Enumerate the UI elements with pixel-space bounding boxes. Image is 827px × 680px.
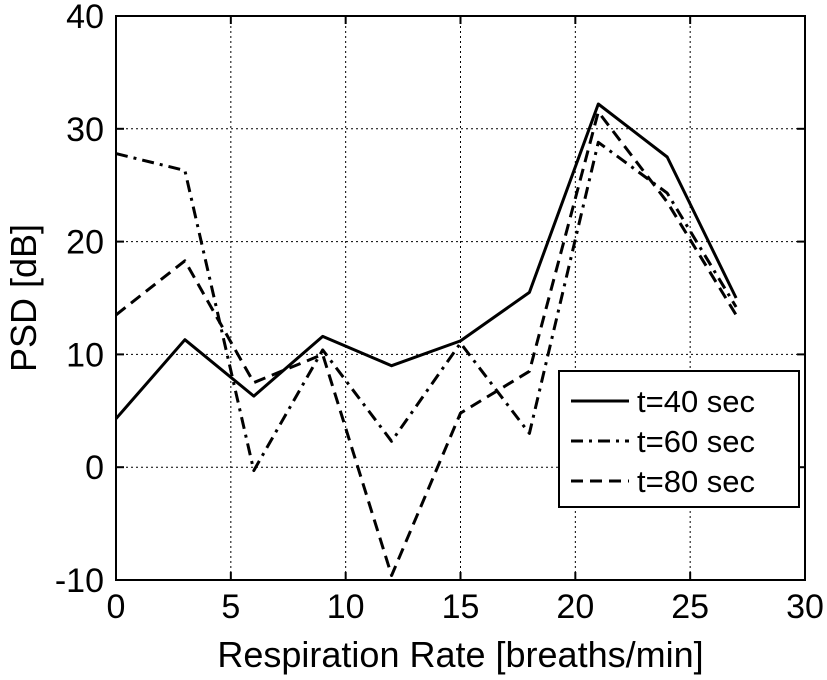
series-line-3 [115,110,738,577]
series-layer [114,102,738,577]
y-tick-label: 20 [66,224,104,262]
x-tick-label: 30 [786,588,824,626]
x-tick-label: 5 [221,588,240,626]
x-tick-label: 25 [671,588,709,626]
x-tick-label: 10 [327,588,365,626]
x-tick-label: 0 [107,588,126,626]
x-tick-label: 20 [556,588,594,626]
legend: t=40 sec t=60 sec t=80 sec [558,370,800,508]
y-tick-label: 30 [66,111,104,149]
legend-box [558,370,800,508]
y-tick-label: 0 [85,449,104,487]
x-axis-label: Respiration Rate [breaths/min] [217,634,703,675]
y-axis-label: PSD [dB] [3,224,44,372]
series-line-1 [114,102,738,420]
legend-label: t=60 sec [637,424,755,459]
legend-label: t=80 sec [637,464,755,499]
y-tick-label: 40 [66,0,104,36]
x-tick-label: 15 [442,588,480,626]
legend-label: t=40 sec [637,384,755,419]
y-tick-label: 10 [66,336,104,374]
y-tick-label: -10 [55,562,104,600]
